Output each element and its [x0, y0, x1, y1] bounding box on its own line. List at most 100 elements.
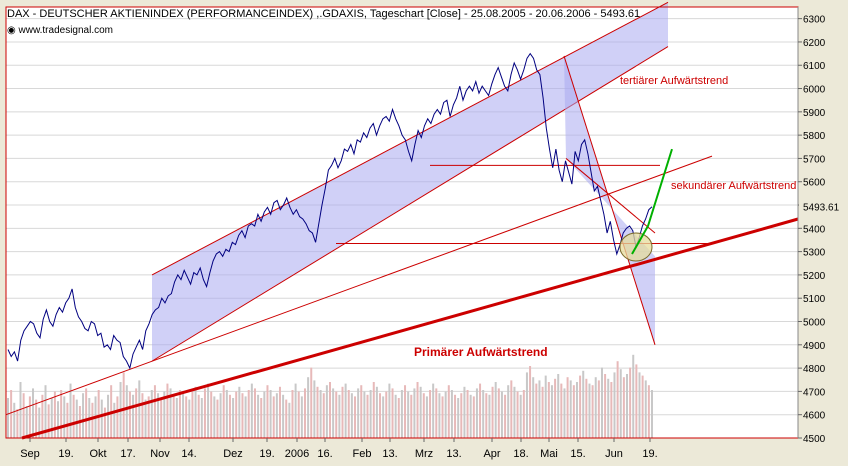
volume-bar — [297, 391, 300, 438]
volume-bar — [410, 394, 413, 438]
volume-bar — [332, 388, 335, 438]
volume-bar — [150, 390, 153, 438]
volume-bar — [260, 398, 263, 438]
volume-bar — [435, 388, 438, 438]
y-tick-label: 5000 — [803, 318, 826, 329]
x-tick-label: 16. — [317, 448, 332, 460]
volume-bar — [300, 396, 303, 438]
chart-source: ◉ www.tradesignal.com — [7, 25, 113, 36]
y-tick-label: 5900 — [803, 108, 826, 119]
volume-bar — [122, 372, 125, 438]
volume-bar — [416, 382, 419, 438]
volume-bar — [82, 393, 85, 438]
volume-bar — [597, 380, 600, 438]
x-tick-label: 19. — [642, 448, 657, 460]
volume-bar — [538, 380, 541, 438]
volume-bar — [385, 391, 388, 438]
last-value-label: 5493.61 — [803, 203, 840, 214]
volume-bar — [607, 378, 610, 438]
volume-bar — [344, 383, 347, 438]
volume-bar — [463, 386, 466, 438]
volume-bar — [113, 402, 116, 438]
volume-bar — [604, 374, 607, 438]
volume-bar — [529, 366, 532, 438]
volume-bar — [475, 388, 478, 438]
volume-bar — [488, 394, 491, 438]
volume-bar — [425, 396, 428, 438]
volume-bar — [469, 394, 472, 438]
volume-bar — [238, 386, 241, 438]
volume-bar — [275, 393, 278, 438]
volume-bar — [394, 394, 397, 438]
downtrend-line-outer — [563, 55, 656, 345]
volume-bar — [629, 367, 632, 438]
volume-bar — [32, 388, 35, 438]
volume-bar — [175, 398, 178, 438]
volume-bar — [269, 390, 272, 438]
volume-bar — [600, 367, 603, 438]
volume-bar — [588, 383, 591, 438]
volume-bar — [494, 382, 497, 438]
volume-bar — [307, 377, 310, 438]
volume-bar — [210, 391, 213, 438]
volume-bar — [591, 385, 594, 438]
tertiary-trendline-top — [151, 1, 669, 276]
volume-bar — [291, 390, 294, 438]
source-label: www.tradesignal.com — [18, 25, 113, 36]
volume-bar — [504, 394, 507, 438]
volume-bar — [566, 377, 569, 438]
volume-bar — [491, 386, 494, 438]
volume-bar — [535, 383, 538, 438]
volume-bar — [388, 383, 391, 438]
volume-bar — [22, 393, 25, 438]
volume-bar — [516, 391, 519, 438]
x-tick-label: Nov — [150, 448, 170, 460]
volume-bar — [513, 386, 516, 438]
volume-bar — [532, 377, 535, 438]
volume-bar — [16, 409, 19, 438]
volume-bar — [225, 390, 228, 438]
volume-bar — [651, 390, 653, 438]
volume-bar — [619, 369, 622, 438]
volume-bar — [194, 386, 197, 438]
volume-bar — [103, 407, 106, 438]
x-tick-label: Apr — [483, 448, 500, 460]
volume-bar — [53, 391, 56, 438]
volume-bar — [203, 388, 206, 438]
x-tick-label: 15. — [570, 448, 585, 460]
volume-bar — [547, 382, 550, 438]
volume-bar — [507, 385, 510, 438]
volume-bar — [382, 396, 385, 438]
volume-bar — [60, 390, 63, 438]
annotation-secondary: sekundärer Aufwärtstrend — [671, 180, 796, 192]
volume-bar — [460, 393, 463, 438]
annotation-primary: Primärer Aufwärtstrend — [414, 345, 548, 359]
y-tick-label: 4900 — [803, 341, 826, 352]
volume-bar — [144, 399, 147, 438]
x-tick-label: Feb — [353, 448, 372, 460]
x-tick-label: Jun — [605, 448, 623, 460]
volume-bar — [616, 361, 619, 438]
volume-bar — [216, 399, 219, 438]
volume-bar — [413, 388, 416, 438]
volume-bar — [228, 394, 231, 438]
volume-bar — [75, 399, 78, 438]
y-tick-label: 5200 — [803, 271, 826, 282]
volume-bar — [66, 402, 69, 438]
volume-bar — [116, 396, 119, 438]
y-tick-label: 4800 — [803, 364, 826, 375]
volume-bar — [641, 375, 644, 438]
volume-bar — [544, 375, 547, 438]
volume-bar — [422, 393, 425, 438]
x-tick-label: Dez — [223, 448, 243, 460]
volume-bar — [316, 386, 319, 438]
volume-bar — [610, 382, 613, 438]
volume-bar — [485, 393, 488, 438]
x-tick-label: Mrz — [415, 448, 433, 460]
rebound-arrow — [631, 148, 673, 255]
volume-bar — [372, 382, 375, 438]
volume-bar — [625, 374, 628, 438]
volume-bar — [354, 396, 357, 438]
volume-bar — [541, 386, 544, 438]
